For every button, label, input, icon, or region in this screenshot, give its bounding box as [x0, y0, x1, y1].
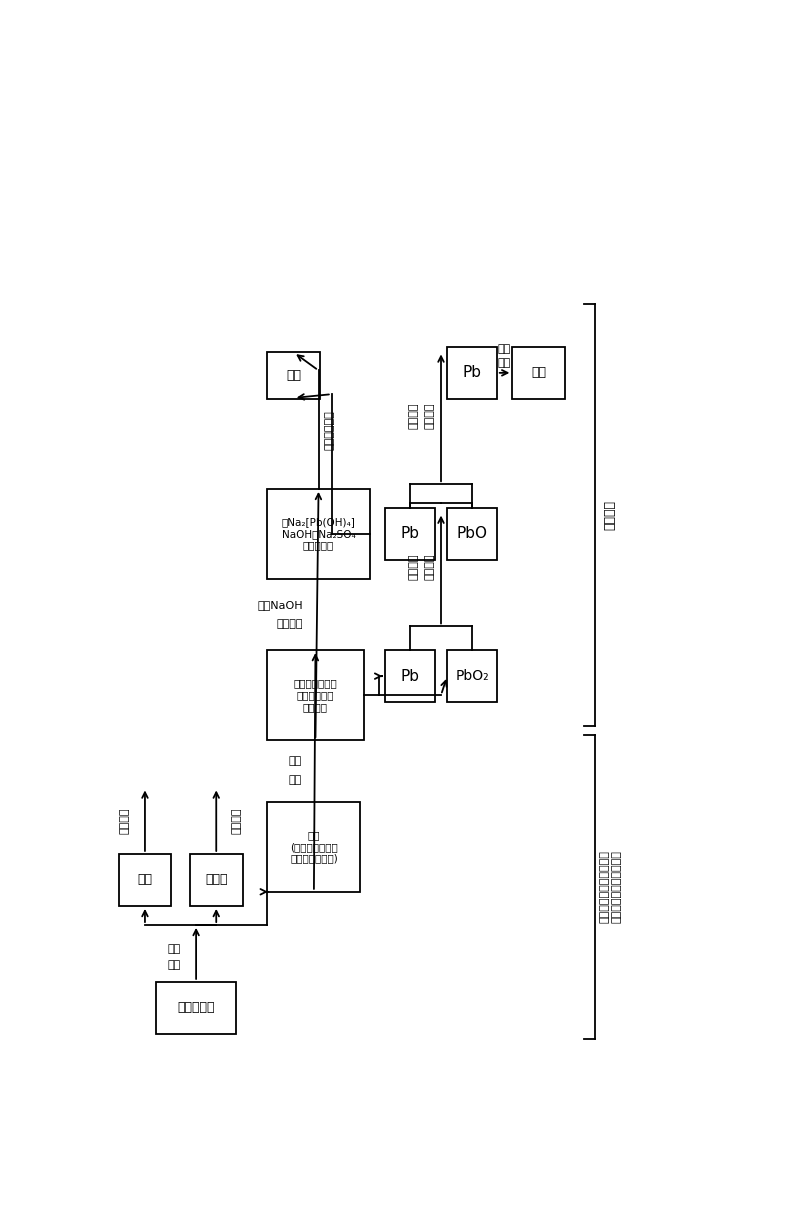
Text: 恒流电解: 恒流电解 — [424, 554, 434, 580]
Text: 过量NaOH: 过量NaOH — [258, 599, 303, 611]
Text: 废塑料: 废塑料 — [205, 874, 227, 886]
Bar — [267, 489, 370, 579]
Text: 电镀: 电镀 — [498, 345, 511, 355]
Text: Pb: Pb — [401, 527, 419, 542]
Text: 铅膏
(铅、二氧化铅、
硫酸铅、底硫酸): 铅膏 (铅、二氧化铅、 硫酸铅、底硫酸) — [290, 830, 338, 863]
Text: Pb: Pb — [401, 668, 419, 683]
Bar — [156, 982, 237, 1034]
Text: PbO₂: PbO₂ — [455, 670, 489, 683]
Text: 第一阶段: 第一阶段 — [409, 554, 418, 580]
Text: 板栅: 板栅 — [138, 874, 153, 886]
Text: 含硫酸铅、铅、
二氧化铅和硫
酸的溶液: 含硫酸铅、铅、 二氧化铅和硫 酸的溶液 — [294, 678, 338, 712]
Bar — [447, 650, 497, 702]
Text: 破碎: 破碎 — [167, 944, 181, 954]
Bar — [190, 854, 242, 906]
Bar — [267, 650, 363, 740]
Text: 统铅: 统铅 — [531, 367, 546, 379]
Text: 常规回收: 常规回收 — [119, 808, 130, 833]
Bar — [267, 801, 360, 891]
Text: 常规回收: 常规回收 — [232, 808, 242, 833]
Text: PbO: PbO — [457, 527, 487, 542]
Text: 统铅: 统铅 — [286, 369, 302, 382]
Bar — [386, 650, 435, 702]
Bar — [386, 508, 435, 560]
Text: 废铅蓄电池: 废铅蓄电池 — [178, 1001, 215, 1014]
Bar — [512, 347, 565, 399]
Bar — [447, 508, 497, 560]
Text: 分离: 分离 — [288, 776, 302, 785]
Text: 筛分: 筛分 — [167, 960, 181, 970]
Bar — [447, 347, 497, 399]
Text: 二次分离: 二次分离 — [277, 619, 303, 629]
Bar — [267, 352, 320, 399]
Text: Pb: Pb — [462, 366, 482, 380]
Text: 含Na₂[Pb(OH)₄]
NaOH和Na₂SO₄
的混合溶液: 含Na₂[Pb(OH)₄] NaOH和Na₂SO₄ 的混合溶液 — [282, 517, 355, 550]
Text: 分阶段式电解: 分阶段式电解 — [325, 410, 334, 449]
Text: 沉积: 沉积 — [498, 358, 511, 368]
Text: 第二阶段: 第二阶段 — [409, 403, 418, 428]
Text: 铅的回收: 铅的回收 — [604, 500, 617, 531]
Text: 洗涤: 洗涤 — [288, 757, 302, 767]
Bar — [118, 854, 171, 906]
Text: 根据铅膏中铅的不同价态
对含铅化合物进行预分离: 根据铅膏中铅的不同价态 对含铅化合物进行预分离 — [599, 851, 621, 923]
Text: 恒流电解: 恒流电解 — [424, 403, 434, 428]
